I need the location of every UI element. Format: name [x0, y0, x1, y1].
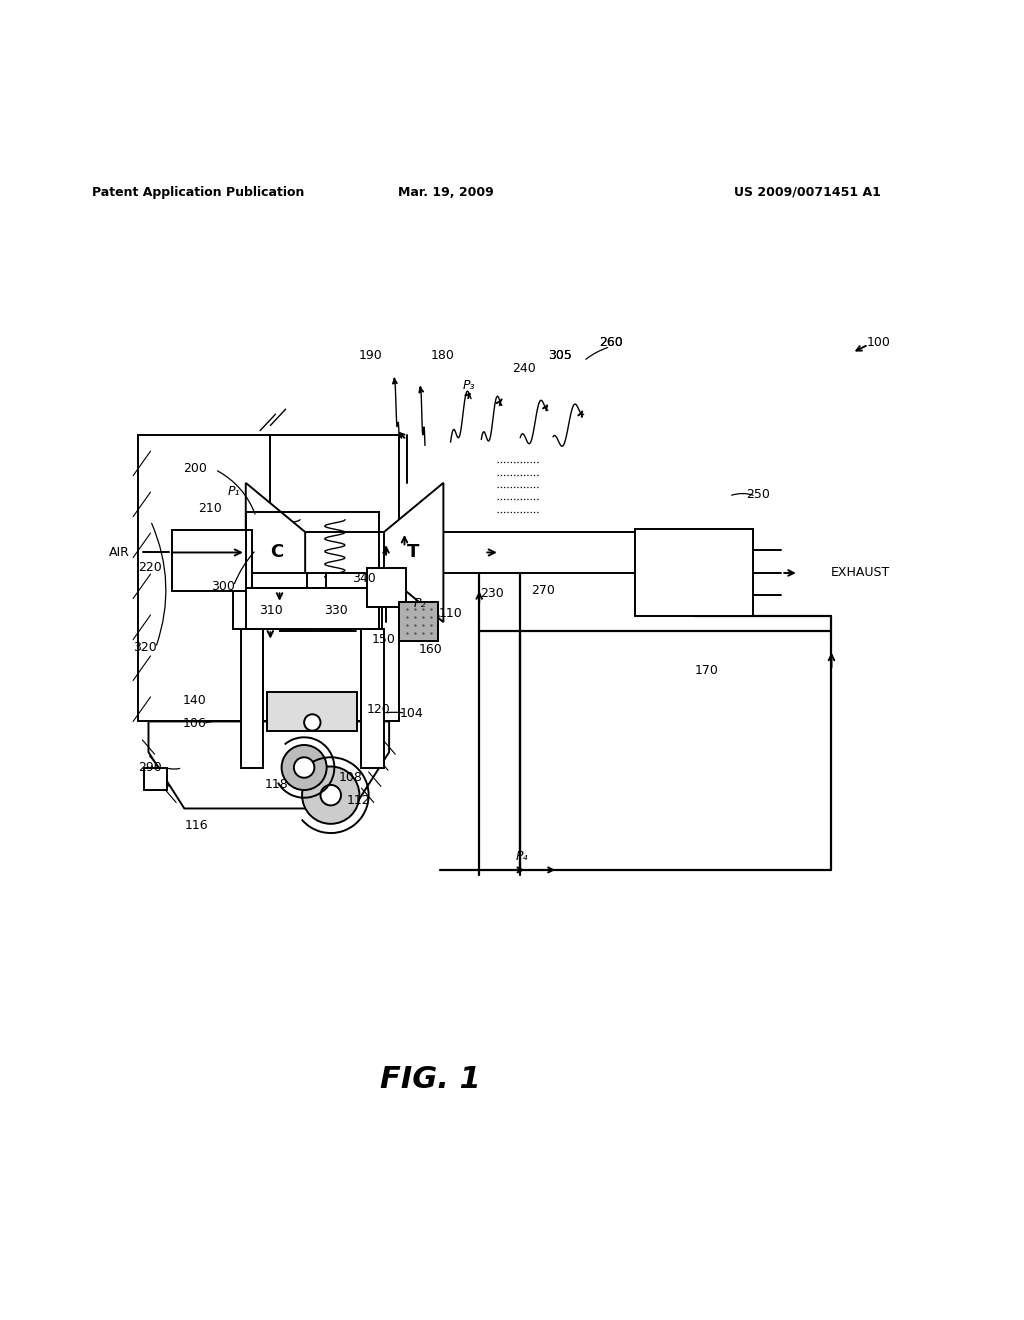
Text: 150: 150 — [372, 634, 396, 645]
Text: 116: 116 — [184, 820, 209, 833]
Circle shape — [321, 785, 341, 805]
Text: 118: 118 — [264, 779, 289, 792]
Text: 340: 340 — [351, 572, 376, 585]
Polygon shape — [384, 483, 443, 622]
Circle shape — [294, 758, 314, 777]
Bar — [246, 512, 379, 589]
Text: T: T — [407, 544, 419, 561]
Text: 240: 240 — [512, 362, 537, 375]
Text: 112: 112 — [346, 793, 371, 807]
Text: AIR: AIR — [110, 546, 130, 558]
Bar — [635, 529, 753, 616]
Bar — [361, 630, 384, 767]
Text: 190: 190 — [358, 350, 383, 363]
Text: 106: 106 — [182, 717, 207, 730]
Text: 290: 290 — [138, 762, 162, 774]
Text: 330: 330 — [324, 605, 348, 618]
Text: P₄: P₄ — [516, 850, 528, 863]
Text: 200: 200 — [183, 462, 207, 475]
Text: US 2009/0071451 A1: US 2009/0071451 A1 — [734, 186, 881, 198]
Bar — [326, 573, 382, 630]
Text: P₃: P₃ — [463, 379, 475, 392]
Text: 250: 250 — [745, 487, 770, 500]
Bar — [241, 630, 263, 767]
Text: 230: 230 — [479, 587, 504, 599]
Text: 305: 305 — [548, 350, 572, 363]
Text: 305: 305 — [548, 350, 572, 363]
Bar — [138, 434, 399, 722]
Bar — [172, 529, 252, 591]
Text: C: C — [270, 544, 283, 561]
Text: 220: 220 — [138, 561, 162, 574]
Text: Patent Application Publication: Patent Application Publication — [92, 186, 304, 198]
Circle shape — [282, 744, 327, 791]
Text: 260: 260 — [599, 337, 624, 348]
Bar — [233, 573, 307, 630]
Text: P₁: P₁ — [227, 484, 240, 498]
Text: 210: 210 — [198, 502, 222, 515]
Text: P₂: P₂ — [414, 597, 426, 610]
Text: 140: 140 — [182, 694, 207, 708]
Text: 120: 120 — [367, 702, 391, 715]
Text: 260: 260 — [599, 337, 624, 348]
Circle shape — [304, 714, 321, 731]
Bar — [246, 589, 379, 630]
Circle shape — [302, 767, 359, 824]
Text: Mar. 19, 2009: Mar. 19, 2009 — [397, 186, 494, 198]
Bar — [367, 568, 406, 607]
Text: 310: 310 — [259, 605, 284, 618]
Polygon shape — [246, 483, 305, 622]
Bar — [267, 692, 357, 731]
Text: 104: 104 — [399, 706, 424, 719]
Text: 170: 170 — [694, 664, 719, 677]
Text: 270: 270 — [530, 583, 555, 597]
Polygon shape — [148, 722, 389, 808]
Text: 320: 320 — [133, 642, 158, 655]
Text: FIG. 1: FIG. 1 — [380, 1065, 480, 1094]
Text: 110: 110 — [438, 607, 463, 620]
Text: 100: 100 — [866, 337, 891, 348]
Text: EXHAUST: EXHAUST — [830, 566, 890, 579]
Bar — [144, 767, 167, 791]
Text: 108: 108 — [338, 771, 362, 784]
Text: 300: 300 — [211, 579, 236, 593]
Text: 160: 160 — [418, 643, 442, 656]
Bar — [399, 602, 438, 640]
Text: 180: 180 — [430, 350, 455, 363]
